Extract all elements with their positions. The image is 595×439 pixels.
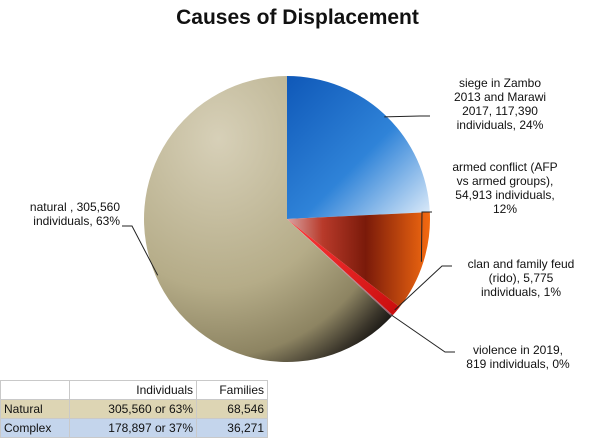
table-cell: Natural [1, 400, 70, 419]
slice-label-clan-feud: clan and family feud (rido), 5,775 indiv… [455, 257, 587, 299]
table-cell: 68,546 [197, 400, 268, 419]
leader-line-slice-violence [391, 315, 455, 353]
label-line: 2017, 117,390 [440, 104, 560, 118]
label-line: siege in Zambo [440, 76, 560, 90]
slice-siege [287, 76, 430, 219]
summary-table: Individuals Families Natural 305,560 or … [0, 380, 268, 438]
table-header-row: Individuals Families [1, 381, 268, 400]
table-cell: 305,560 or 63% [70, 400, 197, 419]
table-header-cell: Individuals [70, 381, 197, 400]
slice-label-siege: siege in Zambo 2013 and Marawi 2017, 117… [440, 76, 560, 132]
table-header-cell: Families [197, 381, 268, 400]
slice-label-natural: natural , 305,560 individuals, 63% [4, 200, 120, 228]
table-cell: Complex [1, 419, 70, 438]
label-line: 2013 and Marawi [440, 90, 560, 104]
label-line: 819 individuals, 0% [456, 357, 580, 371]
label-line: vs armed groups), [440, 174, 570, 188]
pie-slices [144, 76, 430, 362]
label-line: 54,913 individuals, [440, 188, 570, 202]
label-line: natural , 305,560 [4, 200, 120, 214]
slice-label-armed-conflict: armed conflict (AFP vs armed groups), 54… [440, 160, 570, 216]
label-line: individuals, 1% [455, 285, 587, 299]
label-line: clan and family feud [455, 257, 587, 271]
label-line: 12% [440, 202, 570, 216]
leader-line-slice-siege [384, 116, 430, 117]
label-line: armed conflict (AFP [440, 160, 570, 174]
label-line: individuals, 63% [4, 214, 120, 228]
label-line: violence in 2019, [456, 343, 580, 357]
table-cell: 178,897 or 37% [70, 419, 197, 438]
table-row: Complex 178,897 or 37% 36,271 [1, 419, 268, 438]
table-header-cell [1, 381, 70, 400]
label-line: individuals, 24% [440, 118, 560, 132]
table-cell: 36,271 [197, 419, 268, 438]
label-line: (rido), 5,775 [455, 271, 587, 285]
table-row: Natural 305,560 or 63% 68,546 [1, 400, 268, 419]
slice-label-violence: violence in 2019, 819 individuals, 0% [456, 343, 580, 371]
